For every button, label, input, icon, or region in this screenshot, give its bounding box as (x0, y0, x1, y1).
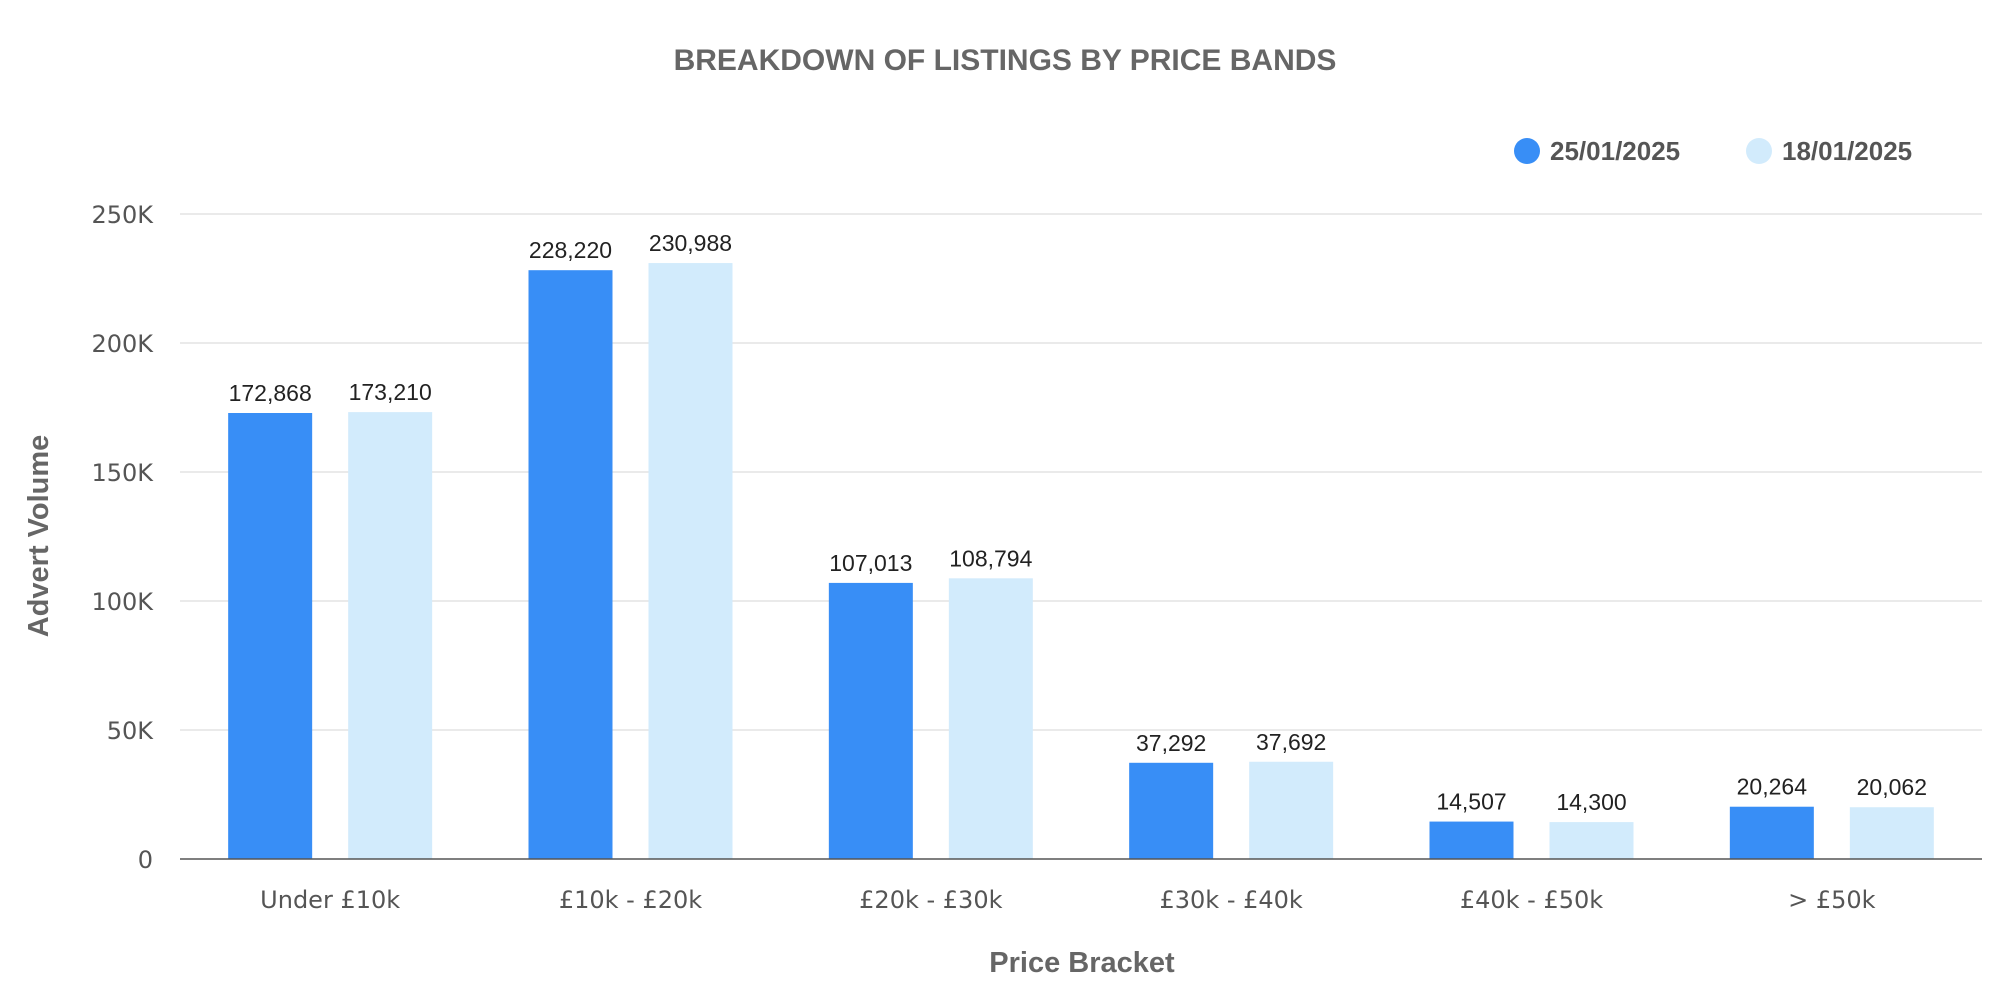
data-label: 37,292 (1136, 730, 1206, 756)
x-tick-label: £40k - £50k (1460, 886, 1603, 914)
y-tick-label: 200K (91, 330, 154, 358)
bar-series-1[interactable] (228, 413, 313, 859)
data-label: 20,062 (1857, 774, 1927, 800)
bar-series-2[interactable] (948, 578, 1033, 859)
bar-series-2[interactable] (1249, 761, 1334, 859)
bar-series-2[interactable] (1849, 807, 1934, 859)
data-label: 20,264 (1737, 774, 1808, 800)
data-label: 107,013 (829, 550, 912, 576)
x-axis-title: Price Bracket (989, 947, 1175, 979)
x-tick-label: Under £10k (260, 886, 400, 914)
bar-series-2[interactable] (348, 412, 433, 859)
bar-series-1[interactable] (1729, 806, 1814, 859)
y-tick-label: 150K (91, 459, 154, 487)
data-label: 228,220 (529, 237, 612, 263)
data-label: 108,794 (949, 545, 1032, 571)
bar-series-1[interactable] (828, 582, 913, 859)
y-tick-label: 50K (107, 717, 155, 745)
bars (228, 263, 1934, 860)
data-label: 37,692 (1256, 729, 1326, 755)
x-axis-ticks: Under £10k £10k - £20k £20k - £30k £30k - £… (260, 886, 1875, 914)
chart-title: BREAKDOWN OF LISTINGS BY PRICE BANDS (674, 44, 1337, 77)
bar-series-1[interactable] (528, 270, 613, 860)
data-label: 14,507 (1436, 789, 1506, 815)
bar-series-1[interactable] (1129, 762, 1214, 859)
y-axis-ticks: 0 50K 100K 150K 200K 250K (91, 201, 154, 874)
data-labels: 172,868 173,210 228,220 230,988 107,013 108,7… (229, 230, 1927, 815)
gridlines (180, 213, 1982, 731)
legend: 25/01/2025 18/01/2025 (1514, 136, 1912, 166)
y-tick-label: 100K (91, 588, 154, 616)
x-tick-label: > £50k (1788, 886, 1876, 914)
x-tick-label: £30k - £40k (1159, 886, 1302, 914)
bar-series-2[interactable] (1549, 822, 1634, 859)
y-tick-label: 0 (138, 846, 153, 874)
legend-marker[interactable] (1746, 138, 1772, 164)
bar-series-2[interactable] (648, 263, 733, 859)
bar-series-1[interactable] (1429, 821, 1514, 859)
legend-label[interactable]: 25/01/2025 (1550, 136, 1680, 166)
data-label: 14,300 (1556, 789, 1626, 815)
x-tick-label: £20k - £30k (859, 886, 1002, 914)
data-label: 173,210 (349, 379, 432, 405)
data-label: 172,868 (229, 380, 312, 406)
legend-marker[interactable] (1514, 138, 1540, 164)
legend-label[interactable]: 18/01/2025 (1782, 136, 1912, 166)
x-tick-label: £10k - £20k (559, 886, 702, 914)
data-label: 230,988 (649, 230, 732, 256)
y-axis-title: Advert Volume (23, 435, 55, 638)
y-tick-label: 250K (91, 201, 154, 229)
